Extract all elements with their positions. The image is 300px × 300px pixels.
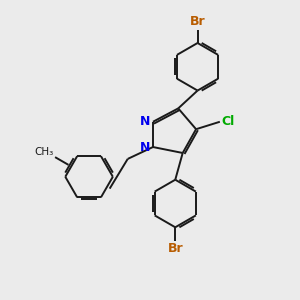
Text: CH₃: CH₃	[34, 146, 54, 157]
Text: N: N	[140, 140, 151, 154]
Text: N: N	[140, 115, 151, 128]
Text: Cl: Cl	[221, 115, 235, 128]
Text: Br: Br	[167, 242, 183, 255]
Text: Br: Br	[190, 15, 206, 28]
